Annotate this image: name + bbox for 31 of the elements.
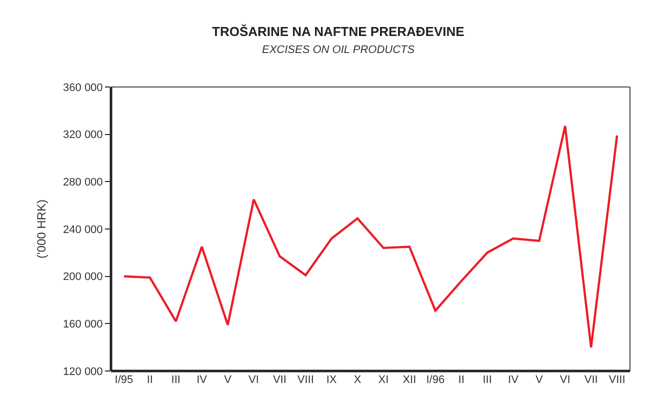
y-tick-label: 240 000 [63,224,103,236]
x-tick-label: XII [402,374,416,386]
chart-title: TROŠARINE NA NAFTNE PRERAĐEVINE [212,24,465,39]
x-tick-label: VII [584,374,598,386]
line-series [122,124,618,348]
x-tick-label: X [354,374,362,386]
x-tick-label: II [458,374,464,386]
x-tick-label: IV [508,374,520,386]
y-tick-label: 120 000 [63,366,103,378]
x-tick-label: VIII [297,374,314,386]
x-tick-label: VI [248,374,259,386]
y-tick-label: 320 000 [63,129,103,142]
x-tick-label: VIII [608,374,626,386]
x-tick-label: IX [326,374,338,386]
x-tick-label: I/95 [114,374,134,386]
x-tick-label: III [482,374,492,386]
x-tick-label: VII [272,374,286,386]
x-tick-label: III [171,374,180,386]
y-axis-title: ('000 HRK) [34,200,48,258]
x-tick-label: VI [560,374,570,386]
chart-subtitle: EXCISES ON OIL PRODUCTS [262,44,416,56]
x-tick-label: IV [196,374,208,386]
y-tick-label: 360 000 [63,82,103,94]
x-tick-label: I/96 [426,374,445,386]
x-tick-label: V [224,374,232,386]
y-tick-label: 280 000 [63,176,103,189]
x-tick-label: XI [378,374,389,386]
x-tick-label: V [536,374,544,386]
x-tick-label: II [146,374,153,386]
y-tick-label: 160 000 [63,318,103,331]
y-tick-label: 200 000 [63,271,103,284]
